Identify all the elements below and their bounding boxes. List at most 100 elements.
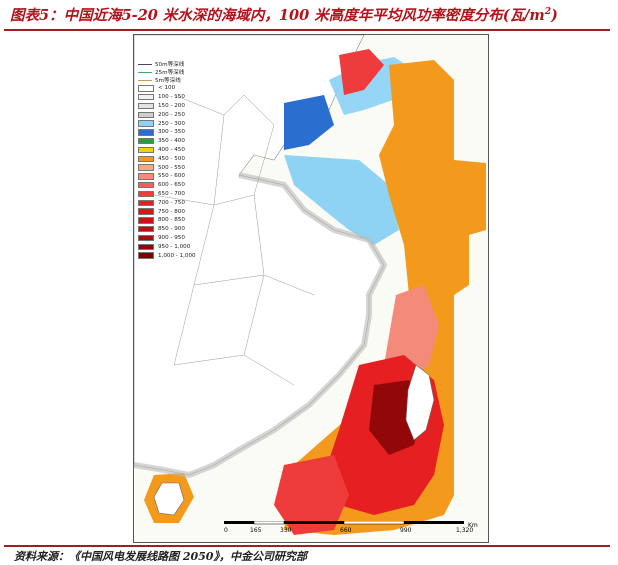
legend-class-row: 500 - 550 [138, 163, 212, 172]
legend-class-label: 850 - 900 [158, 226, 185, 233]
legend-class-row: 550 - 600 [138, 172, 212, 181]
legend-class-row: 350 - 400 [138, 137, 212, 146]
scale-unit: Km [468, 522, 478, 529]
legend-class-row: 150 - 200 [138, 102, 212, 111]
legend-class-label: 800 - 850 [158, 217, 185, 224]
legend-class-label: < 100 [158, 85, 176, 92]
legend-class-label: 250 - 300 [158, 120, 185, 127]
legend-class-label: 700 - 750 [158, 199, 185, 206]
legend-swatch [138, 208, 154, 215]
legend-swatch [138, 190, 154, 198]
scale-segment [224, 521, 254, 524]
legend-swatch [138, 243, 154, 250]
legend-class-row: 700 - 750 [138, 198, 212, 207]
legend-swatch [138, 199, 154, 206]
legend-class-label: 900 - 950 [158, 234, 185, 241]
legend-class-row: 850 - 900 [138, 225, 212, 234]
legend-class-label: 600 - 650 [158, 182, 185, 189]
legend-swatch [138, 234, 154, 242]
wind-power-map [134, 35, 488, 542]
legend-class-row: 900 - 950 [138, 234, 212, 243]
legend-stroke [138, 71, 152, 73]
legend-class-label: 300 - 350 [158, 129, 185, 136]
scale-tick: 0 [224, 527, 228, 534]
source-note: 资料来源：《中国风电发展线路图 2050》，中金公司研究部 [14, 550, 307, 563]
legend-class-row: 400 - 450 [138, 146, 212, 155]
taiwan-island [405, 364, 435, 441]
legend-class-row: 650 - 700 [138, 190, 212, 199]
legend-class-row: 100 - 150 [138, 93, 212, 102]
legend-class-label: 750 - 800 [158, 208, 185, 215]
legend-classes: < 100 100 - 150 150 - 200 200 - 250 250 - 30… [138, 84, 212, 260]
scale-segment [253, 520, 285, 525]
scale-tick: 990 [400, 527, 412, 534]
scale-tick: 165 [250, 527, 262, 534]
legend-line-50m: 50m等深线 [138, 60, 212, 68]
legend-class-row: 450 - 500 [138, 154, 212, 163]
legend-swatch [138, 164, 154, 171]
legend-swatch [138, 155, 154, 162]
figure-title: 图表5：中国近海5-20 米水深的海域内，100 米高度年平均风功率密度分布(瓦… [10, 4, 610, 26]
legend-class-row: < 100 [138, 84, 212, 93]
title-text: 图表5：中国近海5-20 米水深的海域内，100 米高度年平均风功率密度分布(瓦… [10, 7, 545, 24]
legend-class-row: 600 - 650 [138, 181, 212, 190]
scale-tick: 1,320 [456, 527, 473, 534]
legend-class-label: 500 - 550 [158, 164, 185, 171]
map-frame [133, 34, 489, 543]
legend-class-row: 750 - 800 [138, 207, 212, 216]
source-rule [4, 545, 610, 547]
coastal-grey-band [134, 172, 388, 479]
legend-swatch [138, 85, 154, 92]
scale-segment [404, 521, 464, 524]
legend-class-label: 400 - 450 [158, 146, 185, 153]
title-suffix: ) [551, 7, 558, 24]
scale-segment [343, 520, 405, 525]
legend-label: 25m等深线 [155, 70, 185, 76]
scale-bar-graphic: 0 165 330 660 990 1,320 Km [224, 520, 478, 534]
title-rule [4, 29, 610, 31]
scale-tick: 660 [340, 527, 352, 534]
legend-class-row: 950 - 1,000 [138, 242, 212, 251]
legend-class-row: 1,000 - 1,000 [138, 251, 212, 260]
legend-swatch [138, 217, 154, 224]
legend-class-row: 250 - 300 [138, 119, 212, 128]
scale-bar: 0 165 330 660 990 1,320 Km [220, 520, 482, 537]
legend-swatch [138, 102, 154, 110]
legend-class-label: 450 - 500 [158, 155, 185, 162]
south-sea-red-zone [274, 455, 349, 535]
scale-segment [284, 521, 344, 524]
legend-swatch [138, 173, 154, 180]
liaodong-red-zone [339, 49, 384, 95]
legend-class-label: 550 - 600 [158, 173, 185, 180]
legend-class-label: 200 - 250 [158, 111, 185, 118]
yellow-sea-blue-zone [284, 155, 399, 245]
legend-class-label: 650 - 700 [158, 190, 185, 197]
province-borders [153, 94, 315, 386]
legend-swatch [138, 129, 154, 136]
legend-class-label: 950 - 1,000 [158, 243, 191, 250]
legend-swatch [138, 146, 154, 154]
bohai-dark-blue-zone [284, 95, 334, 150]
title-exponent: 2 [544, 7, 551, 18]
legend-class-row: 200 - 250 [138, 110, 212, 119]
legend-stroke [138, 79, 152, 81]
legend-line-5m: 5m等深线 [138, 76, 212, 84]
legend-class-label: 100 - 150 [158, 94, 185, 101]
legend-stroke [138, 63, 152, 65]
map-legend: 50m等深线 25m等深线 5m等深线 < 100 100 - 150 150 - … [138, 60, 212, 260]
legend-label: 5m等深线 [155, 78, 181, 84]
legend-class-label: 1,000 - 1,000 [158, 252, 196, 259]
legend-swatch [138, 252, 154, 259]
legend-class-label: 350 - 400 [158, 138, 185, 145]
legend-swatch [138, 94, 154, 101]
legend-label: 50m等深线 [155, 62, 185, 68]
legend-line-25m: 25m等深线 [138, 68, 212, 76]
legend-swatch [138, 111, 154, 118]
legend-swatch [138, 137, 154, 145]
legend-class-row: 300 - 350 [138, 128, 212, 137]
legend-swatch [138, 181, 154, 189]
legend-swatch [138, 120, 154, 127]
legend-swatch [138, 225, 154, 233]
hainan-island [153, 482, 185, 516]
legend-class-label: 150 - 200 [158, 102, 185, 109]
